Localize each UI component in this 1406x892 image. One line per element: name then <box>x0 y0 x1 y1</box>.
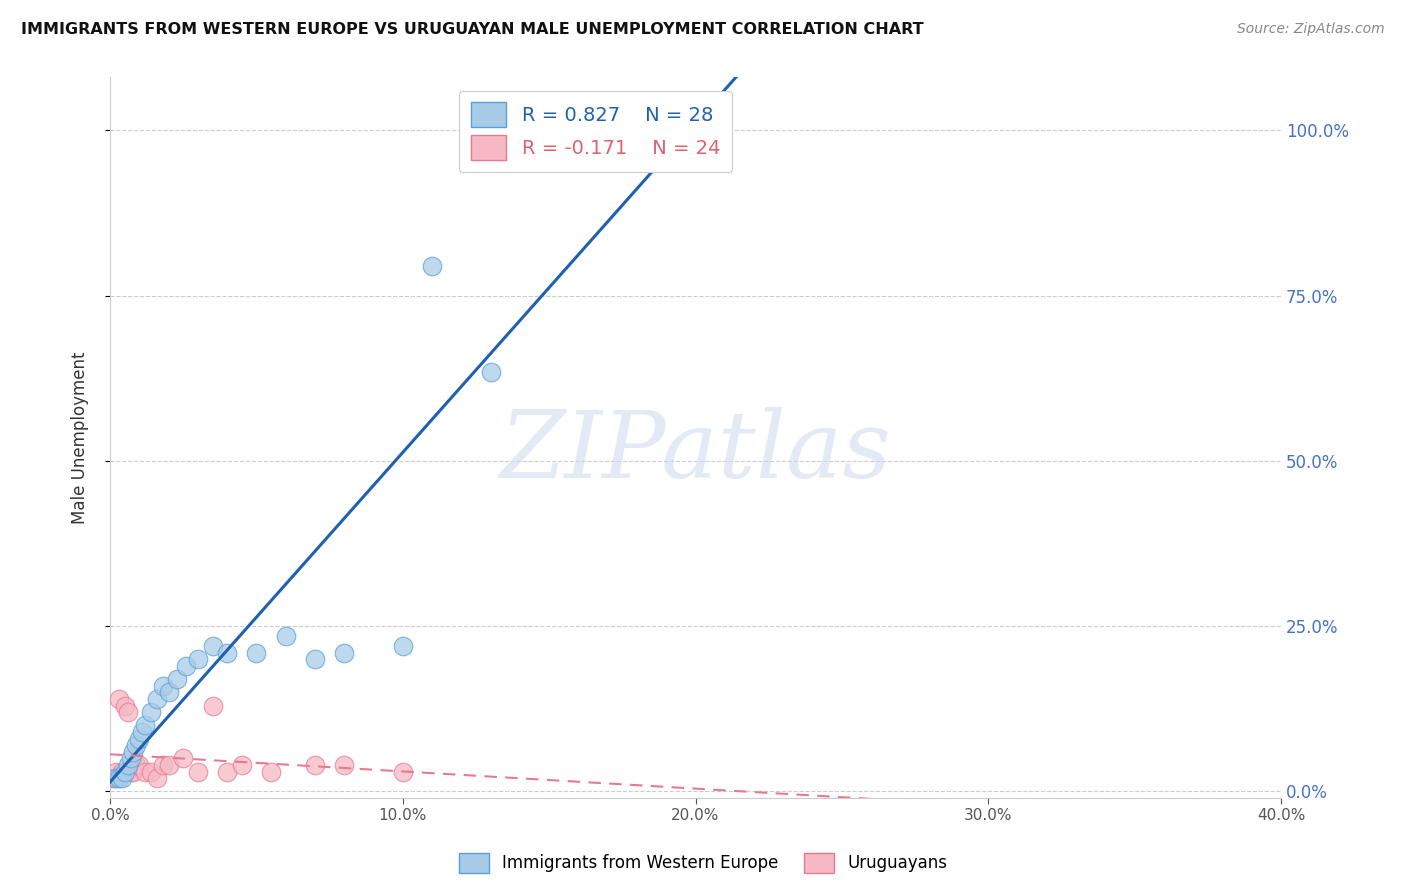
Point <box>146 692 169 706</box>
Point <box>217 646 239 660</box>
Point <box>104 764 127 779</box>
Point <box>333 646 356 660</box>
Legend: R = 0.827    N = 28, R = -0.171    N = 24: R = 0.827 N = 28, R = -0.171 N = 24 <box>460 91 731 172</box>
Point <box>122 764 145 779</box>
Point <box>120 751 142 765</box>
Point <box>111 764 134 779</box>
Point <box>304 758 326 772</box>
Point <box>139 764 162 779</box>
Point <box>117 705 139 719</box>
Point <box>187 764 209 779</box>
Point <box>114 698 136 713</box>
Point <box>420 259 443 273</box>
Point <box>134 764 156 779</box>
Point <box>128 758 150 772</box>
Point <box>114 764 136 779</box>
Point <box>231 758 253 772</box>
Point <box>274 629 297 643</box>
Point <box>125 738 148 752</box>
Point <box>128 731 150 746</box>
Text: ZIPatlas: ZIPatlas <box>499 407 891 497</box>
Point <box>157 685 180 699</box>
Point <box>172 751 194 765</box>
Point <box>174 658 197 673</box>
Text: IMMIGRANTS FROM WESTERN EUROPE VS URUGUAYAN MALE UNEMPLOYMENT CORRELATION CHART: IMMIGRANTS FROM WESTERN EUROPE VS URUGUA… <box>21 22 924 37</box>
Point <box>152 758 174 772</box>
Point <box>111 771 134 785</box>
Point <box>479 365 502 379</box>
Point <box>304 652 326 666</box>
Point <box>125 758 148 772</box>
Point <box>108 771 131 785</box>
Point <box>104 771 127 785</box>
Point <box>245 646 267 660</box>
Point <box>553 117 575 131</box>
Point <box>187 652 209 666</box>
Point <box>391 764 413 779</box>
Point <box>166 672 188 686</box>
Point <box>108 692 131 706</box>
Point <box>333 758 356 772</box>
Point <box>131 725 153 739</box>
Point <box>152 679 174 693</box>
Point <box>157 758 180 772</box>
Point <box>201 639 224 653</box>
Point <box>391 639 413 653</box>
Point <box>122 745 145 759</box>
Text: Source: ZipAtlas.com: Source: ZipAtlas.com <box>1237 22 1385 37</box>
Point <box>134 718 156 732</box>
Point <box>139 705 162 719</box>
Legend: Immigrants from Western Europe, Uruguayans: Immigrants from Western Europe, Uruguaya… <box>453 847 953 880</box>
Y-axis label: Male Unemployment: Male Unemployment <box>72 351 89 524</box>
Point <box>260 764 283 779</box>
Point <box>201 698 224 713</box>
Point <box>101 771 124 785</box>
Point <box>146 771 169 785</box>
Point <box>120 764 142 779</box>
Point <box>217 764 239 779</box>
Point <box>117 758 139 772</box>
